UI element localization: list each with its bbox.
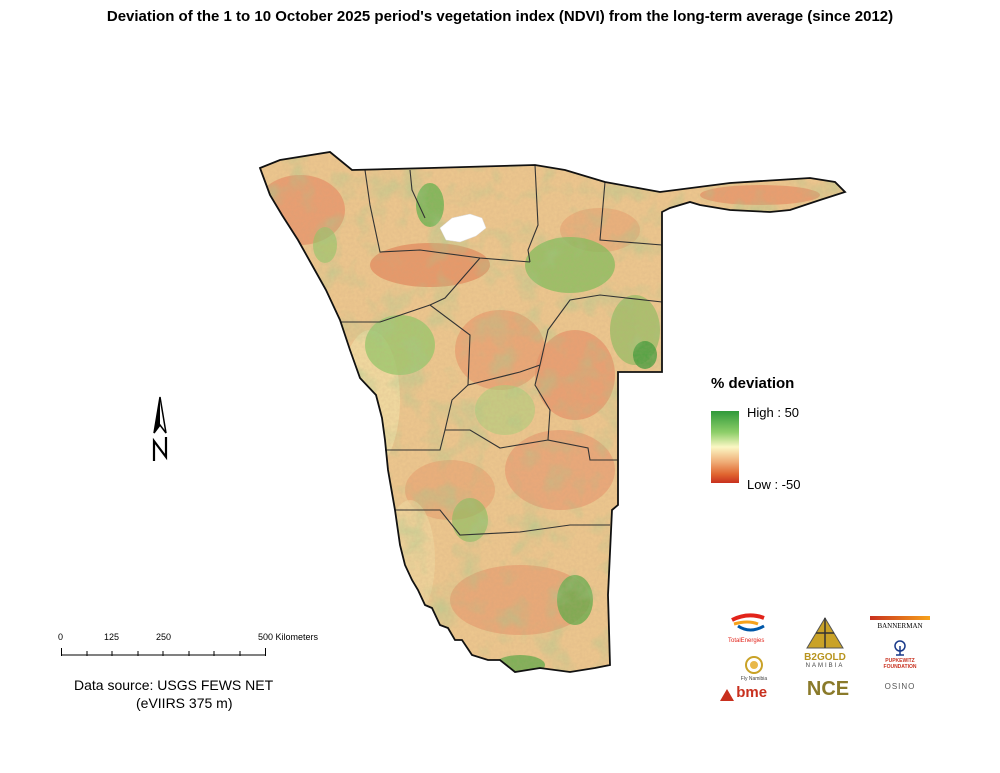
scale-ticks — [61, 648, 266, 656]
bme-icon — [720, 688, 734, 701]
totalenergies-logo: TotalEnergies — [728, 612, 773, 644]
sponsor-logos: TotalEnergies Fly Namibia bme B2GOLD NAM… — [720, 612, 940, 712]
bannerman-stripe-icon — [870, 616, 930, 620]
osino-logo: OSINO — [884, 682, 916, 691]
scale-label-250: 250 — [156, 632, 172, 642]
bme-logo: bme — [720, 684, 780, 701]
b2gold-logo: B2GOLD NAMIBIA — [795, 616, 855, 669]
region-boundaries — [340, 164, 663, 536]
pupkewitz-logo: PUPKEWITZ FOUNDATION — [870, 640, 930, 670]
namibia-outline — [258, 151, 847, 673]
data-source-line2: (eVIIRS 375 m) — [136, 695, 233, 711]
legend-title: % deviation — [711, 375, 795, 392]
fly-namibia-logo: Fly Namibia — [734, 656, 774, 682]
legend-high-label: High : 50 — [747, 405, 800, 420]
data-source: Data source: USGS FEWS NET (eVIIRS 375 m… — [74, 676, 273, 712]
fly-namibia-icon — [745, 656, 763, 674]
scale-label-125: 125 — [104, 632, 120, 642]
north-arrow-icon — [152, 396, 168, 461]
pupkewitz-tree-icon — [894, 640, 906, 656]
nce-logo: NCE — [806, 678, 850, 700]
b2gold-pyramid-icon — [806, 617, 844, 649]
legend-color-ramp — [711, 411, 739, 483]
scale-label-500: 500 Kilometers — [258, 632, 319, 642]
scale-bar: 0 125 250 500 Kilometers — [55, 632, 345, 672]
bannerman-logo: BANNERMAN — [870, 616, 930, 630]
map-title: Deviation of the 1 to 10 October 2025 pe… — [106, 8, 894, 25]
etosha-pan — [439, 213, 487, 243]
scale-label-0: 0 — [58, 632, 64, 642]
legend-low-label: Low : -50 — [747, 477, 801, 492]
data-source-line1: Data source: USGS FEWS NET — [74, 677, 274, 693]
totalenergies-icon — [731, 613, 765, 632]
